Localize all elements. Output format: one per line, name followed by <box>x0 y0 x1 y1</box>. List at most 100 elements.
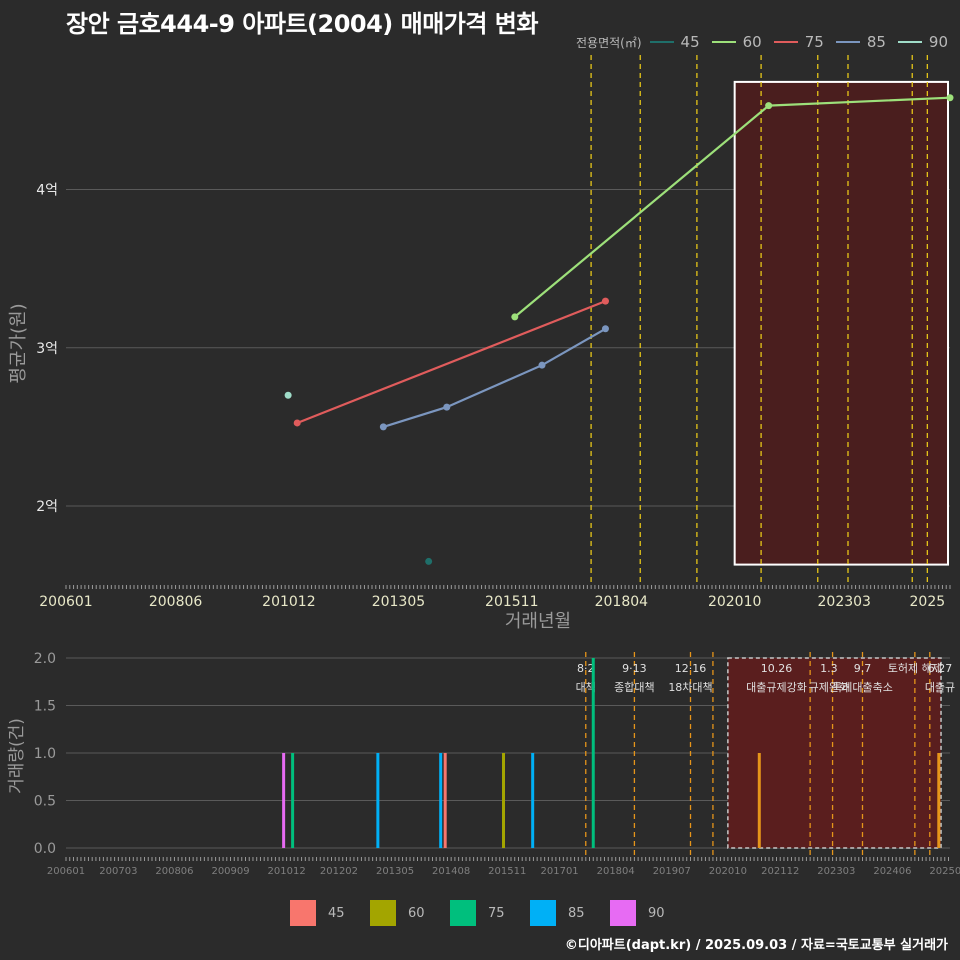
legend-item-60: 60 <box>711 33 762 51</box>
data-point-60 <box>765 102 773 110</box>
policy-date: 8·2 <box>577 662 595 675</box>
x-tick-label: 202303 <box>818 594 871 610</box>
legend-label: 90 <box>648 905 665 921</box>
legend-swatch <box>835 41 860 43</box>
volume-bar <box>282 753 286 848</box>
data-point-60 <box>946 94 954 102</box>
y-tick-label: 3억 <box>36 341 58 357</box>
legend-item-60: 60 <box>370 900 430 926</box>
x-tick-label: 202406 <box>873 866 911 877</box>
y-axis-title: 거래량(건) <box>7 718 27 794</box>
footer-credit: ©디아파트(dapt.kr) / 2025.09.03 / 자료=국토교통부 실… <box>564 938 948 953</box>
data-point-75 <box>293 419 301 427</box>
policy-label: 18차대책 <box>668 681 712 694</box>
x-tick-label: 200601 <box>39 594 92 610</box>
series-line-75 <box>296 300 606 425</box>
volume-bar <box>757 753 761 848</box>
legend-item-75: 75 <box>773 33 824 51</box>
legend-swatch <box>897 41 922 43</box>
x-tick-label: 201305 <box>372 594 425 610</box>
legend-swatch <box>610 900 636 926</box>
y-tick-label: 0.0 <box>34 841 56 857</box>
y-tick-label: 0.5 <box>34 794 56 810</box>
x-tick-label: 201202 <box>320 866 358 877</box>
y-tick-label: 4억 <box>36 183 58 199</box>
policy-label: 대출규 <box>925 681 955 694</box>
highlight-region <box>727 657 942 849</box>
volume-bar <box>591 658 595 848</box>
legend-item-45: 45 <box>649 33 700 51</box>
legend-label: 85 <box>866 33 886 51</box>
legend-label: 60 <box>408 905 425 921</box>
y-tick-label: 2.0 <box>34 651 56 667</box>
legend-label: 75 <box>804 33 824 51</box>
legend-item-75: 75 <box>450 900 510 926</box>
x-tick-label: 202112 <box>761 866 799 877</box>
x-tick-label: 202509 <box>929 866 960 877</box>
x-tick-label: 201907 <box>653 866 691 877</box>
data-point-85 <box>538 361 546 369</box>
x-tick-label: 201804 <box>597 866 635 877</box>
volume-bar <box>439 753 443 848</box>
x-tick-label: 200806 <box>155 866 193 877</box>
policy-label: 특례대출축소 <box>832 681 893 694</box>
x-tick-label: 201701 <box>541 866 579 877</box>
data-point-85 <box>601 325 609 333</box>
y-tick-label: 1.0 <box>34 746 56 762</box>
volume-bar <box>531 753 535 848</box>
data-point-60 <box>511 313 519 321</box>
policy-label: 대책 <box>576 681 596 694</box>
x-tick-label: 202010 <box>708 594 761 610</box>
legend-item-85: 85 <box>835 33 886 51</box>
x-tick-label: 200909 <box>211 866 249 877</box>
x-tick-label: 200601 <box>47 866 85 877</box>
legend-swatch <box>290 900 316 926</box>
x-tick-label: 200806 <box>149 594 203 610</box>
policy-date: 토허제 해제 <box>888 661 942 675</box>
data-point-45 <box>425 557 433 565</box>
policy-label: 규제완화 <box>809 681 849 694</box>
legend-title: 전용면적(㎡) <box>576 35 642 50</box>
x-tick-label: 201305 <box>376 866 414 877</box>
x-tick-label: 202010 <box>709 866 747 877</box>
x-tick-label: 200703 <box>99 866 137 877</box>
x-axis-title: 거래년월 <box>505 611 571 632</box>
top-legend: 전용면적(㎡) 45 60 75 85 90 <box>576 33 960 51</box>
data-point-75 <box>601 297 609 305</box>
legend-item-90: 90 <box>610 900 670 926</box>
legend-swatch <box>773 41 798 43</box>
volume-bar <box>502 753 506 848</box>
policy-date: 9·13 <box>622 662 647 675</box>
legend-label: 45 <box>328 905 345 921</box>
legend-label: 85 <box>568 905 585 921</box>
x-tick-label: 201804 <box>595 594 649 610</box>
data-point-90 <box>284 391 292 399</box>
legend-swatch <box>370 900 396 926</box>
data-point-85 <box>443 403 451 411</box>
policy-label: 대출규제강화 <box>746 681 807 694</box>
y-tick-label: 1.5 <box>34 699 56 715</box>
x-tick-label: 202303 <box>817 866 855 877</box>
legend-swatch <box>450 900 476 926</box>
volume-bar <box>291 753 295 848</box>
legend-swatch <box>649 41 674 43</box>
y-tick-label: 2억 <box>36 499 58 515</box>
series-line-85 <box>382 327 607 428</box>
legend-item-45: 45 <box>290 900 350 926</box>
policy-date: 1.3 <box>820 662 838 675</box>
x-tick-label: 2025 <box>910 594 946 610</box>
highlight-region <box>733 80 950 566</box>
policy-date: 12·16 <box>675 662 707 675</box>
legend-label: 90 <box>928 33 948 51</box>
policy-label: 종합대책 <box>614 681 654 694</box>
x-tick-label: 201511 <box>485 594 538 610</box>
bottom-legend: 45 60 75 85 90 <box>0 900 960 926</box>
y-axis-title: 평균가(원) <box>8 303 29 383</box>
policy-date: 10.26 <box>761 662 793 675</box>
policy-date: 9.7 <box>854 662 872 675</box>
legend-swatch <box>711 41 736 43</box>
legend-items: 45 60 75 85 90 <box>649 33 960 51</box>
policy-date: 6.27 <box>928 662 953 675</box>
data-point-85 <box>379 423 387 431</box>
